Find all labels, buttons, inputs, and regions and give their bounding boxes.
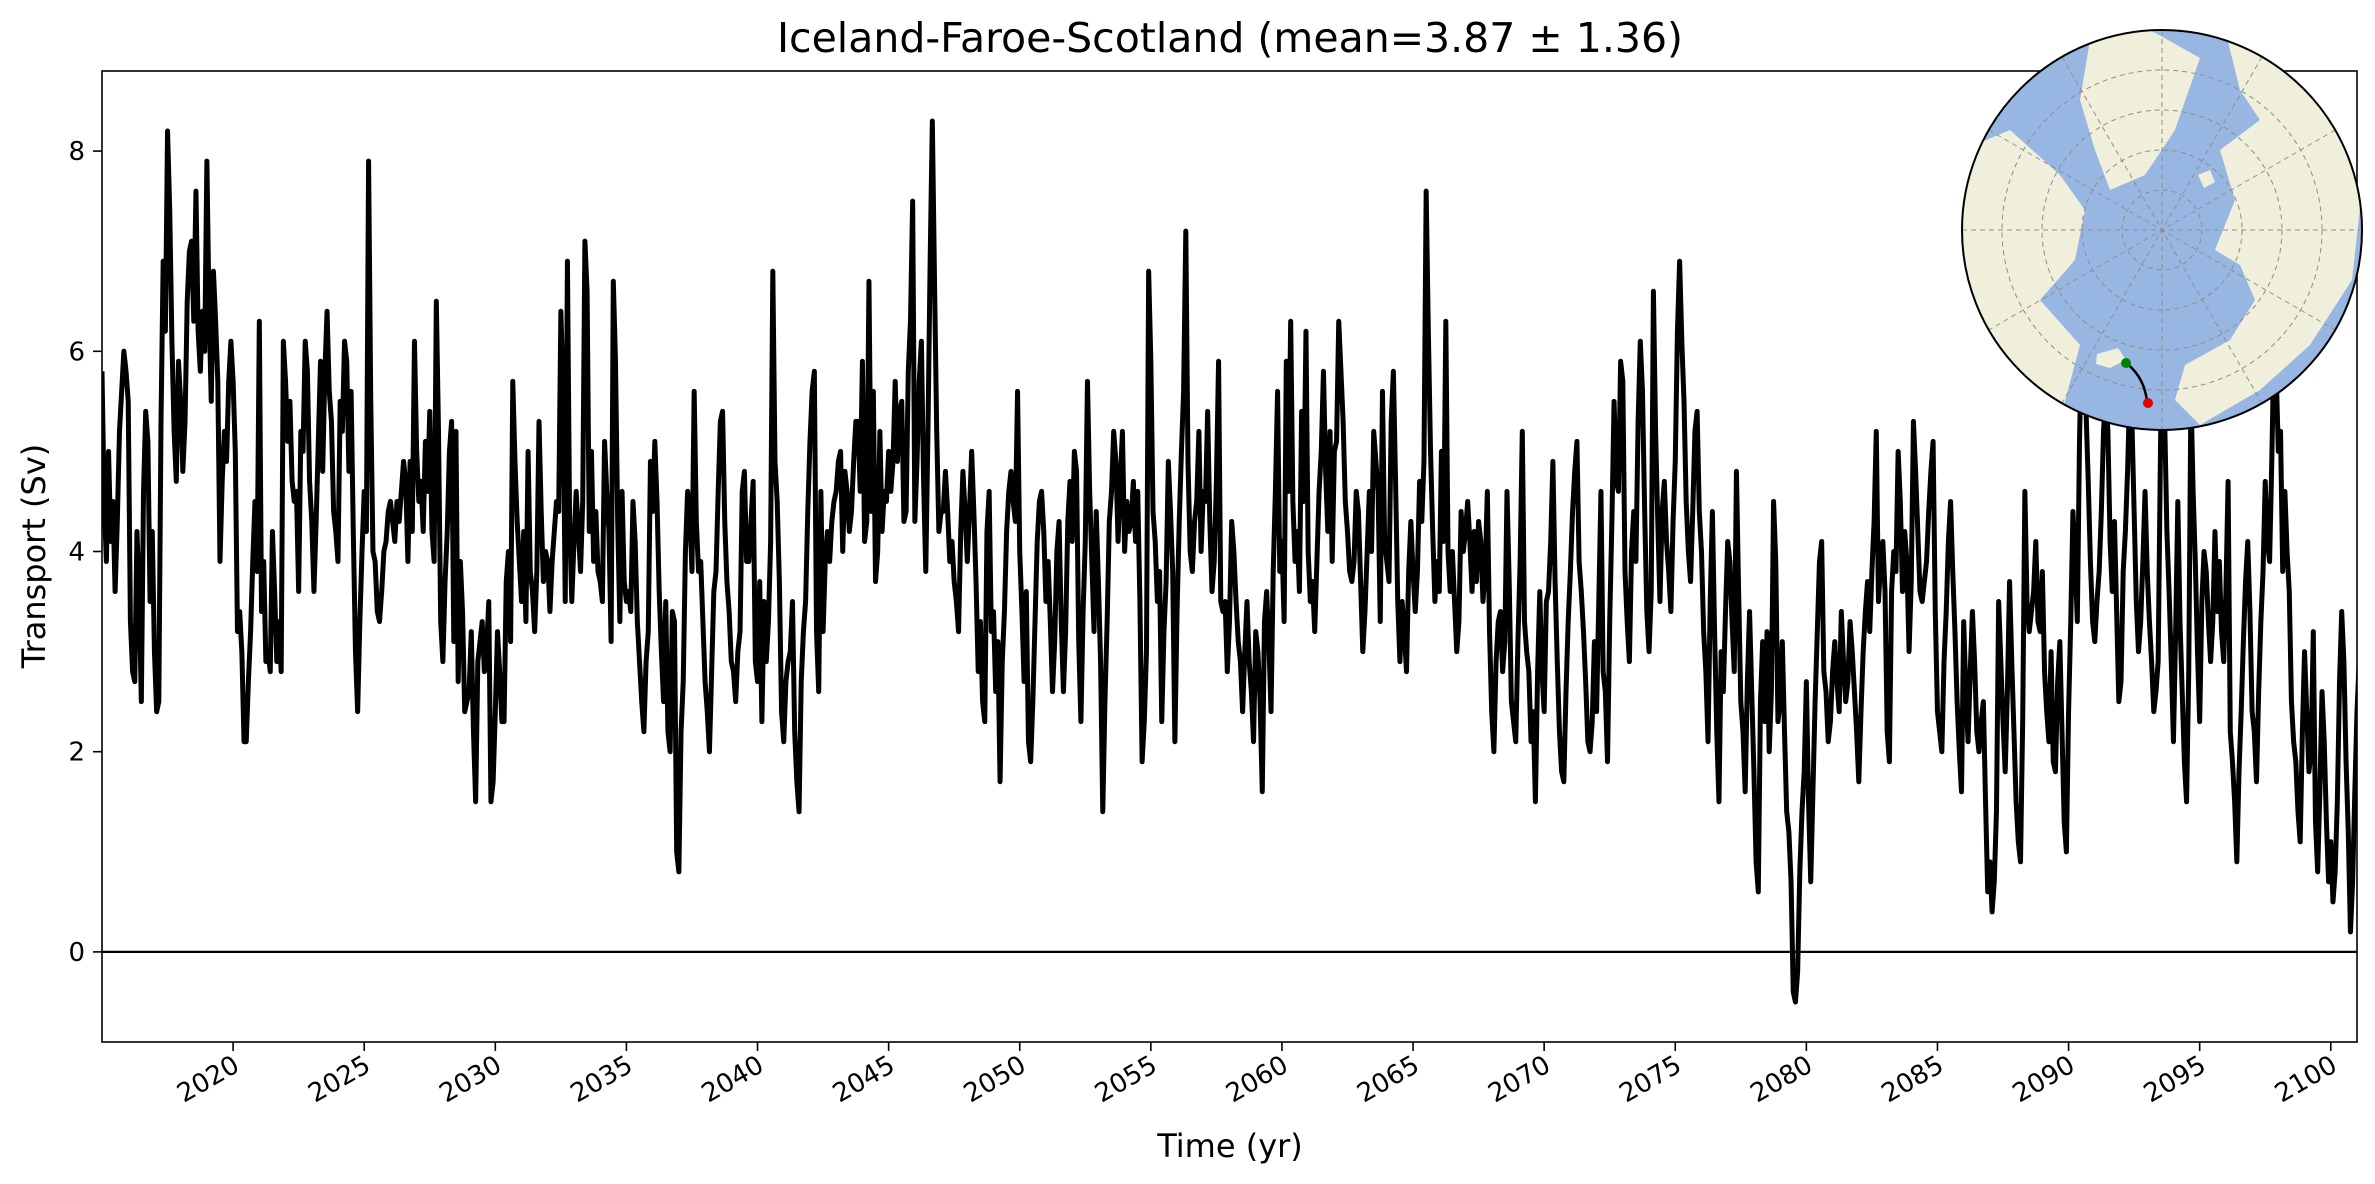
section-start-marker xyxy=(2121,358,2131,368)
y-axis-label: Transport (Sv) xyxy=(15,444,53,670)
map-meridian-line xyxy=(1988,129,2336,331)
x-axis-label: Time (yr) xyxy=(1156,1127,1303,1165)
y-tick-label: 6 xyxy=(68,337,85,367)
map-graticule xyxy=(1962,30,2362,430)
plot-area xyxy=(102,118,2357,1005)
map-land-iceland xyxy=(2096,348,2126,368)
section-end-marker xyxy=(2143,398,2153,408)
y-tick-label: 2 xyxy=(68,738,85,768)
y-tick-label: 0 xyxy=(68,938,85,968)
y-tick-label: 8 xyxy=(68,137,85,167)
plot-frame xyxy=(101,70,2358,1043)
map-land-svalbard xyxy=(2198,170,2215,188)
y-tick-label: 4 xyxy=(68,537,85,567)
map-border xyxy=(1961,29,2363,431)
map-land-eurasia xyxy=(2175,30,2362,425)
map-land-greenland xyxy=(2080,30,2200,190)
chart-title: Iceland-Faroe-Scotland (mean=3.87 ± 1.36… xyxy=(777,14,1683,62)
inset-polar-map xyxy=(1961,29,2363,431)
series-line-0 xyxy=(102,118,2357,1005)
map-latitude-circle xyxy=(2121,189,2203,271)
